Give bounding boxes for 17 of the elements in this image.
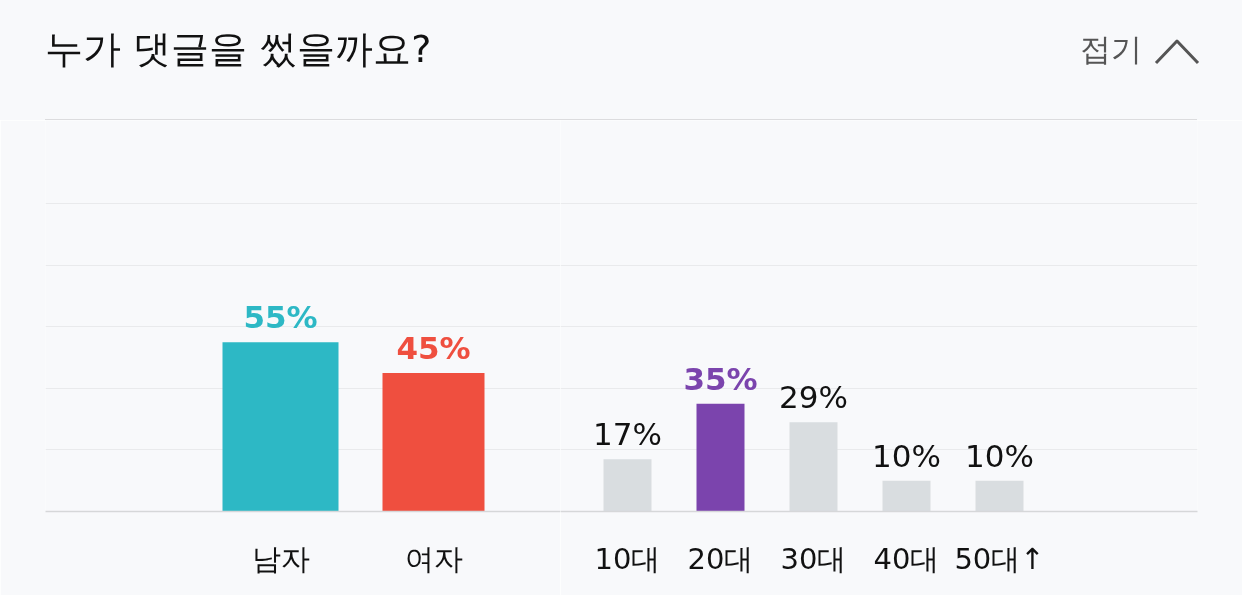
x-tick-label: 40대 bbox=[873, 541, 940, 576]
data-label: 29% bbox=[779, 379, 848, 416]
x-tick-label: 30대 bbox=[780, 541, 847, 576]
text: 접기 bbox=[1080, 30, 1142, 69]
data-label: 17% bbox=[593, 416, 662, 453]
x-tick-label: 10대 bbox=[594, 541, 661, 576]
data-label: 55% bbox=[243, 299, 318, 336]
data-label: 10% bbox=[872, 437, 941, 474]
x-tick-label: 20대 bbox=[687, 541, 754, 576]
bar bbox=[696, 403, 745, 512]
data-label: 10% bbox=[965, 437, 1034, 474]
x-tick-label: 여자 bbox=[404, 541, 463, 576]
chart-title: 누가 댓글을 썼을까요? bbox=[45, 26, 432, 73]
data-label: 35% bbox=[683, 360, 758, 397]
data-label: 45% bbox=[396, 329, 471, 366]
x-tick-label: 남자 bbox=[251, 541, 310, 576]
x-tick-label: 50대↑ bbox=[954, 541, 1045, 576]
